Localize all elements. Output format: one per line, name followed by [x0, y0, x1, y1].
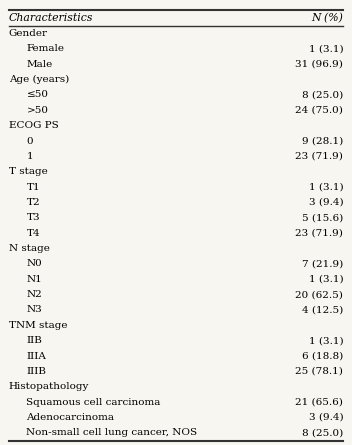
Text: 23 (71.9): 23 (71.9)	[295, 229, 343, 238]
Text: IIB: IIB	[26, 336, 42, 345]
Text: Histopathology: Histopathology	[9, 382, 89, 391]
Text: Male: Male	[26, 60, 53, 69]
Text: Squamous cell carcinoma: Squamous cell carcinoma	[26, 398, 161, 407]
Text: Characteristics: Characteristics	[9, 13, 93, 23]
Text: N (%): N (%)	[311, 12, 343, 23]
Text: 21 (65.6): 21 (65.6)	[295, 398, 343, 407]
Text: Age (years): Age (years)	[9, 75, 69, 84]
Text: 1 (3.1): 1 (3.1)	[309, 44, 343, 53]
Text: 20 (62.5): 20 (62.5)	[295, 290, 343, 299]
Text: T1: T1	[26, 182, 40, 192]
Text: 24 (75.0): 24 (75.0)	[295, 106, 343, 115]
Text: 8 (25.0): 8 (25.0)	[302, 90, 343, 99]
Text: N2: N2	[26, 290, 42, 299]
Text: N stage: N stage	[9, 244, 50, 253]
Text: IIIA: IIIA	[26, 352, 46, 360]
Text: Female: Female	[26, 44, 64, 53]
Text: 1 (3.1): 1 (3.1)	[309, 336, 343, 345]
Text: 7 (21.9): 7 (21.9)	[302, 259, 343, 268]
Text: 4 (12.5): 4 (12.5)	[302, 305, 343, 315]
Text: 8 (25.0): 8 (25.0)	[302, 429, 343, 437]
Text: N3: N3	[26, 305, 42, 315]
Text: 25 (78.1): 25 (78.1)	[295, 367, 343, 376]
Text: ≤50: ≤50	[26, 90, 49, 99]
Text: IIIB: IIIB	[26, 367, 46, 376]
Text: >50: >50	[26, 106, 49, 115]
Text: 1 (3.1): 1 (3.1)	[309, 182, 343, 192]
Text: T4: T4	[26, 229, 40, 238]
Text: 1 (3.1): 1 (3.1)	[309, 275, 343, 284]
Text: 5 (15.6): 5 (15.6)	[302, 213, 343, 222]
Text: T3: T3	[26, 213, 40, 222]
Text: 31 (96.9): 31 (96.9)	[295, 60, 343, 69]
Text: ECOG PS: ECOG PS	[9, 121, 58, 130]
Text: 0: 0	[26, 137, 33, 146]
Text: 6 (18.8): 6 (18.8)	[302, 352, 343, 360]
Text: T stage: T stage	[9, 167, 48, 176]
Text: Adenocarcinoma: Adenocarcinoma	[26, 413, 114, 422]
Text: 9 (28.1): 9 (28.1)	[302, 137, 343, 146]
Text: 1: 1	[26, 152, 33, 161]
Text: N0: N0	[26, 259, 42, 268]
Text: TNM stage: TNM stage	[9, 321, 67, 330]
Text: 23 (71.9): 23 (71.9)	[295, 152, 343, 161]
Text: Gender: Gender	[9, 29, 48, 38]
Text: 3 (9.4): 3 (9.4)	[309, 198, 343, 207]
Text: T2: T2	[26, 198, 40, 207]
Text: 3 (9.4): 3 (9.4)	[309, 413, 343, 422]
Text: N1: N1	[26, 275, 42, 284]
Text: Non-small cell lung cancer, NOS: Non-small cell lung cancer, NOS	[26, 429, 197, 437]
